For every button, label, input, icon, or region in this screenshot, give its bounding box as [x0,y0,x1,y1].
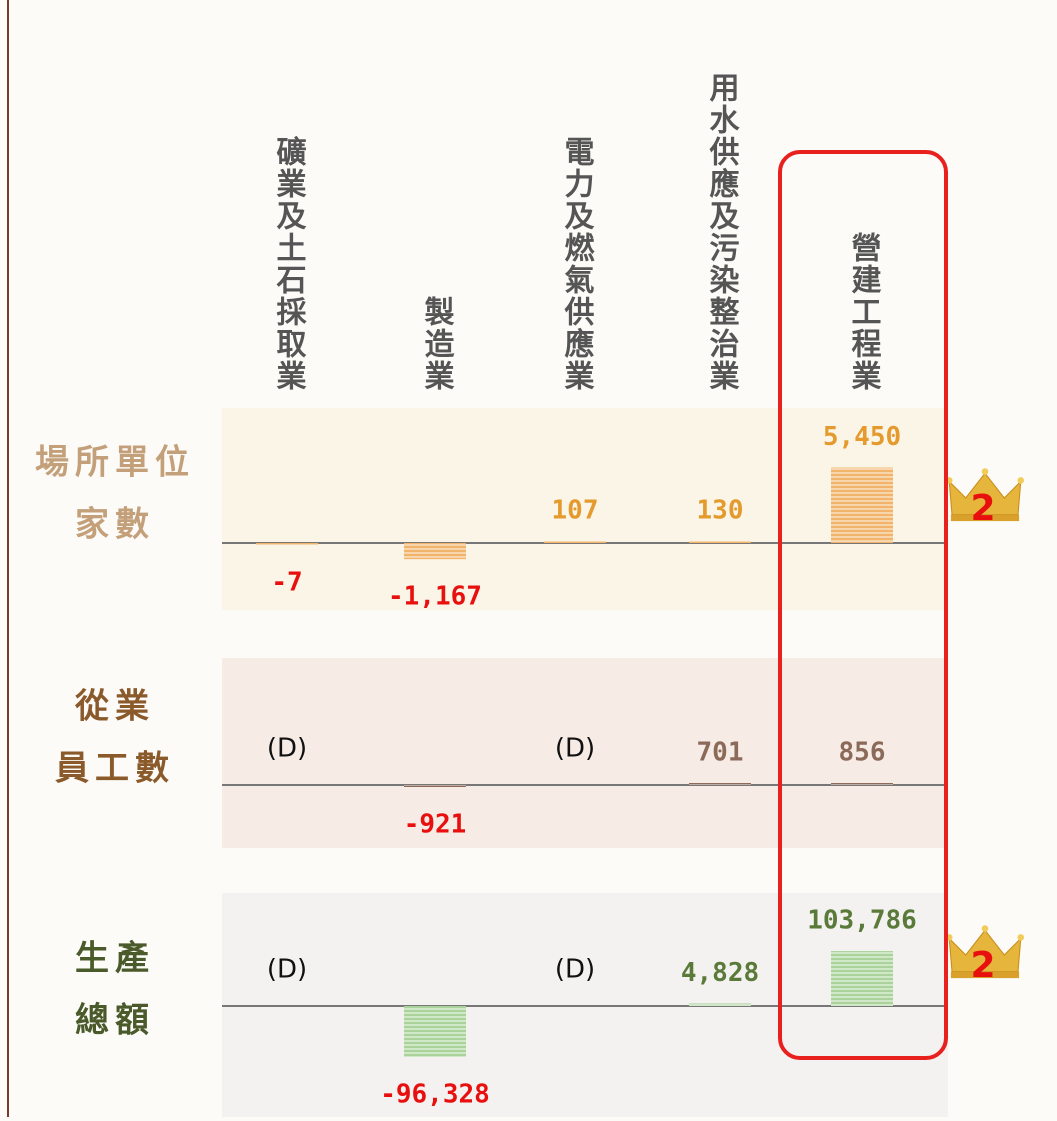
value-label: (D) [267,734,307,764]
bar-stripes [544,541,606,543]
value-label: 130 [697,496,744,526]
value-label: 103,786 [807,906,917,936]
column-header: 營建工程業 [846,232,882,392]
row-band [222,658,948,848]
value-label: 701 [697,738,744,768]
row-label: 總額 [75,1001,155,1041]
value-label: 5,450 [823,422,901,452]
column-header: 礦業及土石採取業 [271,135,308,392]
highlight-box [778,150,948,1060]
bar-stripes [689,783,751,785]
value-label: -7 [271,568,302,598]
row-band [222,408,948,610]
value-label: 107 [552,496,599,526]
column-header: 用水供應及污染整治業 [704,72,741,392]
column-header: 製造業 [419,296,455,392]
bar-stripes [831,951,893,1006]
row-label: 場所單位 [35,443,195,483]
row-label: 員工數 [55,749,175,789]
bar-stripes [256,543,318,545]
value-label: 856 [839,738,886,768]
bar-stripes [404,785,466,787]
rank-label: 2 [970,488,995,529]
row-label: 從業 [74,687,155,727]
value-label: (D) [555,955,595,985]
value-label: (D) [267,955,307,985]
value-label: -96,328 [380,1079,490,1109]
bar-stripes [689,541,751,543]
value-label: 4,828 [681,958,759,988]
value-label: -1,167 [388,582,482,612]
bar-stripes [404,543,466,560]
bar-stripes [404,1006,466,1057]
bar-stripes [689,1003,751,1006]
value-label: (D) [555,734,595,764]
bar-stripes [831,783,893,785]
row-label: 家數 [75,505,155,545]
bar-stripes [831,467,893,543]
rank-label: 2 [970,945,995,986]
value-label: -921 [404,810,467,840]
row-label: 生產 [75,939,155,979]
column-header: 電力及燃氣供應業 [559,136,596,392]
